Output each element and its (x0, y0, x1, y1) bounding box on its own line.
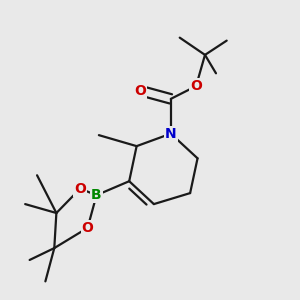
Text: O: O (82, 221, 94, 235)
Text: O: O (190, 79, 202, 93)
Text: B: B (91, 188, 102, 202)
Text: N: N (165, 127, 177, 141)
Text: O: O (74, 182, 86, 196)
Text: O: O (134, 84, 146, 98)
